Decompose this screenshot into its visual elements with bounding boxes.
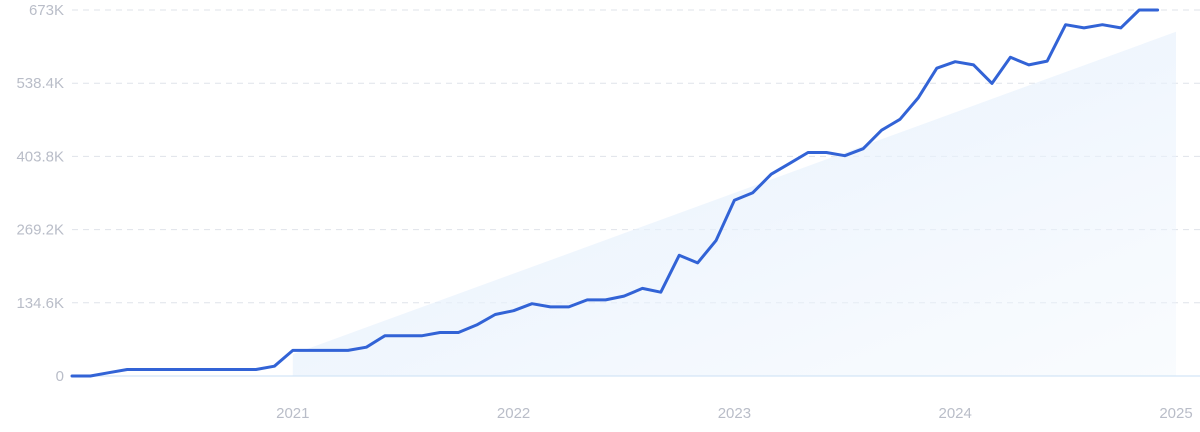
data-point bbox=[715, 239, 718, 242]
data-point bbox=[1064, 23, 1067, 26]
data-point bbox=[365, 346, 368, 349]
data-point bbox=[218, 368, 221, 371]
x-tick-label: 2025 bbox=[1159, 405, 1192, 422]
data-point bbox=[273, 365, 276, 368]
data-point bbox=[328, 349, 331, 352]
data-point bbox=[1083, 26, 1086, 29]
data-point bbox=[512, 309, 515, 312]
data-point bbox=[1009, 56, 1012, 59]
data-point bbox=[383, 334, 386, 337]
y-tick-label: 134.6K bbox=[16, 295, 64, 312]
data-point bbox=[181, 368, 184, 371]
series-line bbox=[70, 8, 1160, 378]
data-point bbox=[494, 313, 497, 316]
data-point bbox=[788, 162, 791, 165]
data-point bbox=[310, 349, 313, 352]
axes: 0 134.6K 269.2K 403.8K 538.4K 673K 2021 2022 202… bbox=[16, 2, 1200, 422]
data-point bbox=[659, 291, 662, 294]
data-point bbox=[457, 331, 460, 334]
data-point bbox=[843, 154, 846, 157]
data-point bbox=[807, 151, 810, 154]
data-point bbox=[954, 60, 957, 63]
series-lines bbox=[70, 8, 1160, 378]
data-point bbox=[623, 295, 626, 298]
data-point bbox=[126, 368, 129, 371]
x-tick-label: 2023 bbox=[718, 405, 751, 422]
data-point bbox=[1119, 26, 1122, 29]
data-point bbox=[439, 331, 442, 334]
data-point bbox=[1138, 9, 1141, 12]
y-tick-label: 269.2K bbox=[16, 222, 64, 239]
data-point bbox=[972, 63, 975, 66]
data-point bbox=[678, 254, 681, 257]
data-point bbox=[917, 96, 920, 99]
data-point bbox=[862, 147, 865, 150]
data-point bbox=[567, 305, 570, 308]
y-tick-label: 0 bbox=[56, 368, 64, 385]
y-tick-label: 538.4K bbox=[16, 75, 64, 92]
data-point bbox=[549, 305, 552, 308]
data-point bbox=[899, 118, 902, 121]
data-point bbox=[880, 129, 883, 132]
data-point bbox=[255, 368, 258, 371]
y-tick-label: 403.8K bbox=[16, 148, 64, 165]
data-point bbox=[402, 334, 405, 337]
data-point bbox=[107, 371, 110, 374]
x-tick-label: 2022 bbox=[497, 405, 530, 422]
data-point bbox=[420, 334, 423, 337]
data-point bbox=[825, 151, 828, 154]
data-point bbox=[1156, 9, 1159, 12]
data-point bbox=[604, 298, 607, 301]
data-point bbox=[144, 368, 147, 371]
data-point bbox=[291, 349, 294, 352]
data-point bbox=[1101, 23, 1104, 26]
data-point bbox=[696, 261, 699, 264]
x-tick-label: 2021 bbox=[276, 405, 309, 422]
data-point bbox=[531, 302, 534, 305]
data-point bbox=[770, 173, 773, 176]
data-point bbox=[199, 368, 202, 371]
data-point bbox=[163, 368, 166, 371]
data-point bbox=[71, 375, 74, 378]
data-point bbox=[641, 287, 644, 290]
data-point bbox=[347, 349, 350, 352]
data-point bbox=[475, 323, 478, 326]
data-point bbox=[89, 375, 92, 378]
data-point bbox=[935, 67, 938, 70]
data-point bbox=[751, 191, 754, 194]
data-point bbox=[586, 298, 589, 301]
data-point bbox=[1046, 60, 1049, 63]
x-tick-label: 2024 bbox=[939, 405, 972, 422]
y-tick-label: 673K bbox=[29, 2, 64, 19]
data-point bbox=[236, 368, 239, 371]
data-point bbox=[733, 199, 736, 202]
data-point bbox=[1027, 63, 1030, 66]
data-point bbox=[991, 82, 994, 85]
